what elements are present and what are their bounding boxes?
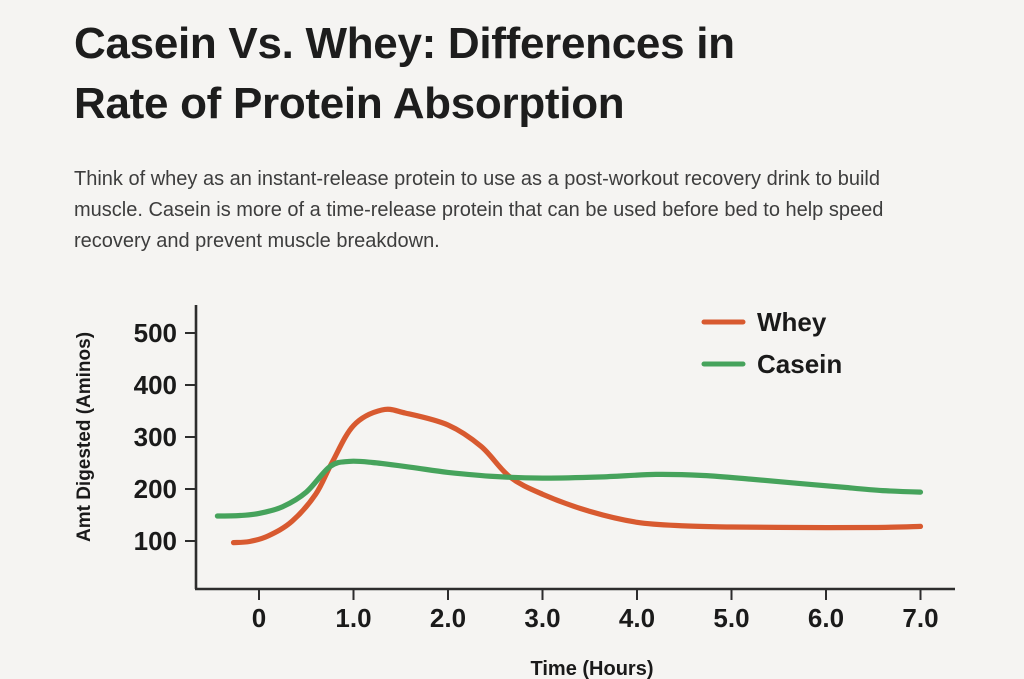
x-tick-label: 4.0 [619,603,655,633]
page-title-line-1: Casein Vs. Whey: Differences in [74,19,735,68]
whey-curve [230,406,924,546]
x-tick-label: 0 [252,603,266,633]
y-tick-label: 500 [134,318,177,348]
legend-label-casein: Casein [757,349,842,379]
x-tick-label: 1.0 [335,603,371,633]
intro-line-1: Think of whey as an instant-release prot… [74,168,880,190]
casein-curve [214,458,924,519]
page-title: Casein Vs. Whey: Differences in Rate of … [0,0,1024,134]
page-title-line-2: Rate of Protein Absorption [74,79,625,128]
y-tick-label: 200 [134,474,177,504]
legend-label-whey: Whey [757,307,827,337]
x-tick-label: 5.0 [713,603,749,633]
x-axis-title: Time (Hours) [531,658,654,679]
x-tick-label: 6.0 [808,603,844,633]
x-tick-label: 7.0 [902,603,938,633]
y-tick-label: 100 [134,526,177,556]
intro-paragraph: Think of whey as an instant-release prot… [0,164,960,257]
intro-line-3: recovery and prevent muscle breakdown. [74,230,440,252]
y-tick-label: 400 [134,370,177,400]
y-tick-label: 300 [134,422,177,452]
y-axis-title: Amt Digested (Aminos) [74,332,95,542]
intro-line-2: muscle. Casein is more of a time-release… [74,199,884,221]
protein-absorption-chart: 100 200 300 400 500 0 1.0 2.0 3.0 4.0 5.0 6.0 7.0 Tim… [74,305,955,679]
x-tick-label: 3.0 [524,603,560,633]
x-tick-label: 2.0 [430,603,466,633]
